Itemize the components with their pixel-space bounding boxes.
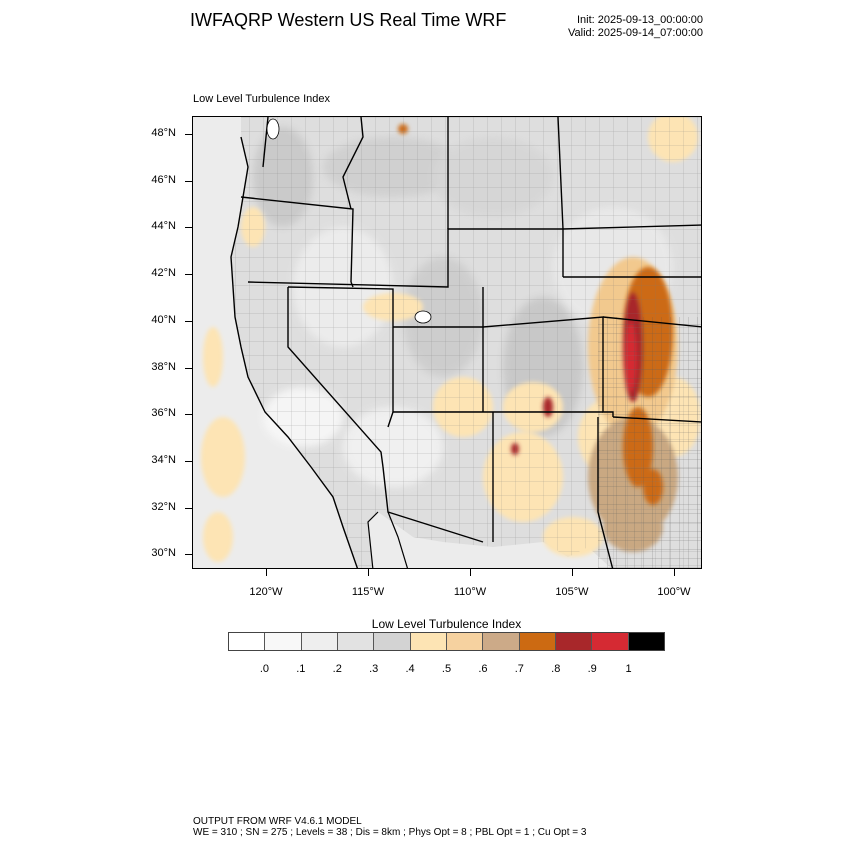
latitude-label: 32°N	[151, 500, 176, 513]
colorbar-tick-label: .4	[405, 663, 415, 675]
baja-coast	[367, 511, 409, 568]
colorbar-tick-label: .9	[587, 663, 597, 675]
colorbar-swatch	[446, 633, 484, 650]
latitude-tick	[185, 274, 192, 276]
latitude-tick	[185, 134, 192, 135]
field-label: Low Level Turbulence Index	[193, 93, 330, 105]
latitude-label: 38°N	[151, 360, 176, 373]
colorbar-swatch	[265, 633, 302, 650]
county-lines	[231, 117, 701, 568]
map-panel	[192, 116, 702, 569]
puget-sound	[266, 118, 280, 140]
model-config: WE = 310 ; SN = 275 ; Levels = 38 ; Dis …	[193, 827, 587, 838]
valid-time: Valid: 2025-09-14_07:00:00	[568, 27, 703, 39]
colorbar-tick-label: .1	[296, 663, 306, 675]
colorbar-tick-label: .8	[551, 663, 561, 675]
latitude-tick	[185, 507, 192, 509]
latitude-label: 46°N	[151, 173, 176, 186]
map-title: IWFAQRP Western US Real Time WRF	[190, 10, 507, 30]
longitude-label: 120°W	[249, 586, 283, 598]
model-version: OUTPUT FROM WRF V4.6.1 MODEL	[193, 816, 362, 827]
colorbar-tick-label: .7	[514, 663, 524, 675]
colorbar-swatch	[483, 633, 520, 650]
colorbar-swatch	[410, 633, 447, 650]
longitude-tick	[572, 569, 573, 576]
colorbar-swatch	[628, 633, 664, 650]
latitude-tick	[185, 180, 192, 182]
colorbar-swatch	[337, 633, 375, 650]
longitude-tick	[368, 569, 369, 576]
colorbar-tick-label: .3	[369, 663, 379, 675]
longitude-tick	[266, 569, 267, 576]
latitude-tick	[185, 227, 192, 229]
latitude-tick	[185, 414, 192, 416]
colorbar-swatch	[555, 633, 593, 650]
colorbar-swatch	[374, 633, 411, 650]
latitude-tick	[185, 554, 192, 556]
latitude-label: 40°N	[151, 313, 176, 326]
colorbar-title: Low Level Turbulence Index	[371, 617, 522, 631]
latitude-tick	[185, 320, 192, 322]
colorbar-swatch	[519, 633, 556, 650]
colorbar-tick-label: 1	[625, 663, 632, 675]
latitude-label: 30°N	[151, 547, 176, 560]
county-lines-dense	[598, 317, 701, 568]
colorbar-swatch	[592, 633, 629, 650]
coastline	[230, 136, 359, 568]
great-salt-lake	[414, 310, 432, 324]
colorbar-tick-label: .5	[441, 663, 452, 675]
colorbar-tick-label: .6	[478, 663, 488, 675]
latitude-label: 34°N	[151, 453, 176, 466]
longitude-tick	[674, 569, 675, 576]
longitude-label: 105°W	[555, 586, 589, 598]
model-info: OUTPUT FROM WRF V4.6.1 MODEL WE = 310 ; …	[193, 816, 586, 838]
longitude-label: 115°W	[351, 586, 385, 598]
latitude-tick	[185, 460, 192, 462]
colorbar	[228, 632, 665, 651]
map-canvas	[193, 117, 701, 568]
latitude-label: 36°N	[151, 407, 176, 420]
colorbar-swatch	[301, 633, 338, 650]
run-times: Init: 2025-09-13_00:00:00 Valid: 2025-09…	[520, 14, 703, 40]
longitude-tick	[470, 569, 471, 576]
colorbar-tick-label: .0	[259, 663, 269, 675]
latitude-label: 48°N	[151, 127, 176, 139]
state-boundaries	[240, 117, 701, 568]
latitude-label: 42°N	[151, 267, 176, 280]
longitude-label: 100°W	[657, 586, 691, 598]
latitude-label: 44°N	[151, 220, 176, 233]
longitude-label: 110°W	[453, 586, 487, 598]
colorbar-tick-label: .2	[332, 663, 342, 675]
colorbar-swatch	[229, 633, 266, 650]
init-time: Init: 2025-09-13_00:00:00	[577, 14, 703, 26]
latitude-tick	[185, 367, 192, 369]
